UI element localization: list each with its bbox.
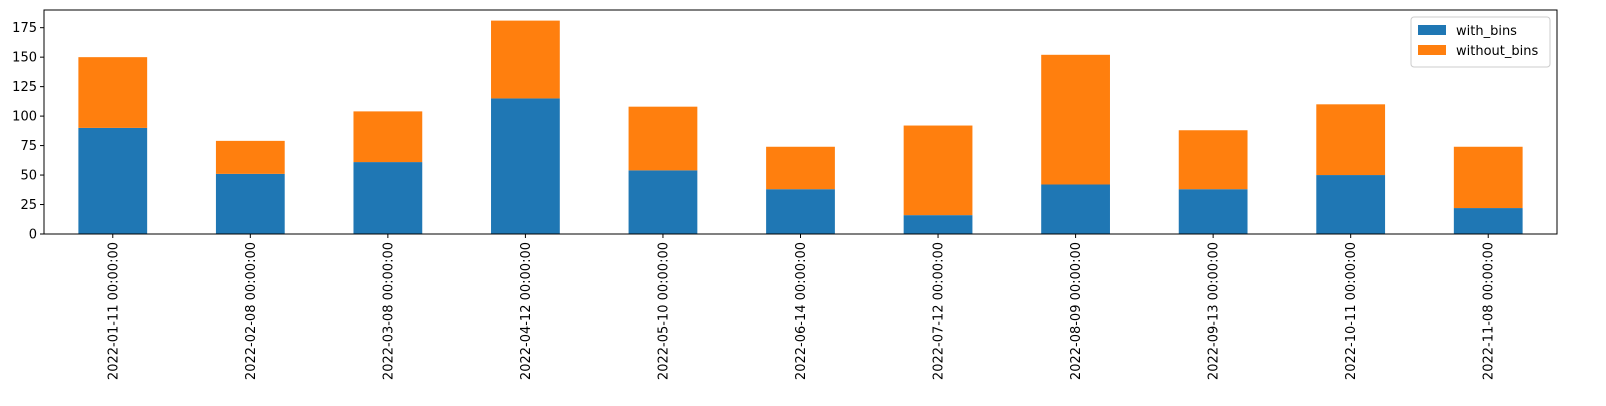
bar-with-bins-1 bbox=[215, 173, 285, 234]
bar-without-bins-10 bbox=[1453, 146, 1523, 209]
y-tick-label-1: 25 bbox=[20, 198, 37, 213]
bar-with-bins-8 bbox=[1178, 189, 1248, 234]
legend-label-without-bins: without_bins bbox=[1456, 44, 1538, 59]
x-axis: 2022-01-11 00:00:00 2022-02-08 00:00:00 20… bbox=[106, 234, 1497, 380]
plot-frame bbox=[43, 9, 1558, 235]
bar-with-bins-7 bbox=[1041, 184, 1110, 234]
y-tick-label-3: 75 bbox=[20, 139, 37, 154]
y-tick-label-0: 0 bbox=[29, 228, 37, 243]
y-tick-label-5: 125 bbox=[12, 80, 37, 95]
x-tick-label-1: 2022-02-08 00:00:00 bbox=[244, 242, 259, 380]
y-tick-label-4: 100 bbox=[12, 110, 37, 125]
bar-with-bins-5 bbox=[766, 189, 835, 234]
x-tick-label-7: 2022-08-09 00:00:00 bbox=[1069, 242, 1084, 380]
bar-with-bins-9 bbox=[1316, 175, 1386, 234]
bar-without-bins-3 bbox=[491, 20, 560, 99]
legend: with_bins without_bins bbox=[1410, 16, 1551, 68]
x-tick-label-5: 2022-06-14 00:00:00 bbox=[794, 242, 809, 380]
bar-without-bins-5 bbox=[766, 146, 835, 190]
bar-without-bins-8 bbox=[1178, 130, 1248, 190]
bar-with-bins-10 bbox=[1453, 208, 1523, 234]
bar-without-bins-7 bbox=[1041, 54, 1110, 185]
legend-swatch-without-bins bbox=[1418, 45, 1446, 55]
x-tick-label-2: 2022-03-08 00:00:00 bbox=[381, 242, 396, 380]
bar-with-bins-0 bbox=[78, 127, 148, 234]
x-tick-label-8: 2022-09-13 00:00:00 bbox=[1207, 242, 1222, 380]
bar-without-bins-4 bbox=[628, 106, 698, 171]
y-tick-label-6: 150 bbox=[12, 51, 37, 66]
bar-with-bins-6 bbox=[903, 215, 973, 234]
plot-area bbox=[78, 20, 1523, 234]
bar-without-bins-1 bbox=[215, 140, 285, 174]
bar-without-bins-0 bbox=[78, 57, 148, 128]
bar-with-bins-2 bbox=[353, 162, 423, 234]
x-tick-label-3: 2022-04-12 00:00:00 bbox=[519, 242, 534, 380]
x-tick-label-10: 2022-11-08 00:00:00 bbox=[1482, 242, 1497, 380]
bar-with-bins-3 bbox=[491, 98, 560, 234]
bar-without-bins-2 bbox=[353, 111, 423, 163]
y-tick-label-2: 50 bbox=[20, 169, 37, 184]
x-tick-label-4: 2022-05-10 00:00:00 bbox=[656, 242, 671, 380]
legend-label-with-bins: with_bins bbox=[1456, 24, 1517, 39]
y-tick-label-7: 175 bbox=[12, 21, 37, 36]
legend-swatch-with-bins bbox=[1418, 25, 1446, 35]
bar-with-bins-4 bbox=[628, 170, 698, 234]
bar-without-bins-6 bbox=[903, 125, 973, 216]
y-axis: 0 25 50 75 100 125 150 175 bbox=[12, 21, 44, 243]
x-tick-label-0: 2022-01-11 00:00:00 bbox=[106, 242, 121, 380]
x-tick-label-9: 2022-10-11 00:00:00 bbox=[1344, 242, 1359, 380]
bar-without-bins-9 bbox=[1316, 104, 1386, 176]
x-tick-label-6: 2022-07-12 00:00:00 bbox=[932, 242, 947, 380]
